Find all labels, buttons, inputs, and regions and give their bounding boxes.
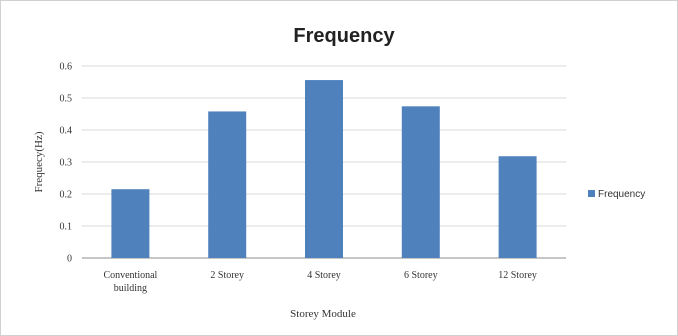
legend: Frequency — [588, 189, 645, 200]
legend-swatch — [588, 190, 595, 197]
bars — [111, 80, 537, 258]
y-tick-label: 0.6 — [60, 62, 73, 73]
x-axis-label: Storey Module — [290, 308, 356, 320]
y-tick-label: 0 — [67, 254, 72, 265]
x-tick-label: building — [114, 283, 147, 294]
x-tick-labels: Conventional building 2 Storey 4 Storey 6 St… — [103, 270, 536, 294]
legend-label: Frequency — [598, 189, 645, 200]
bar — [305, 80, 343, 258]
y-tick-label: 0.1 — [60, 222, 73, 233]
y-tick-label: 0.2 — [60, 190, 73, 201]
chart-title: Frequency — [293, 25, 395, 47]
bar — [111, 189, 150, 258]
y-tick-label: 0.4 — [60, 126, 73, 137]
x-tick-label: 12 Storey — [498, 270, 537, 281]
x-tick-label: Conventional — [103, 270, 157, 281]
x-tick-label: 6 Storey — [404, 270, 438, 281]
bar — [208, 111, 247, 258]
bar — [498, 156, 537, 258]
y-axis-label: Frequecy(Hz) — [33, 131, 45, 192]
x-tick-label: 2 Storey — [210, 270, 244, 281]
x-tick-label: 4 Storey — [307, 270, 341, 281]
y-tick-labels: 0 0.1 0.2 0.3 0.4 0.5 0.6 — [60, 62, 73, 265]
y-tick-label: 0.3 — [60, 158, 73, 169]
y-tick-label: 0.5 — [60, 94, 73, 105]
bar — [401, 106, 440, 258]
